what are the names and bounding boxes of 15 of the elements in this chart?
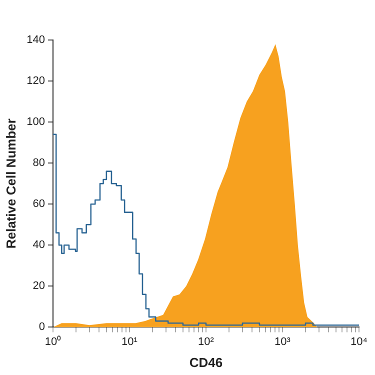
y-tick-label: 60 (32, 198, 45, 210)
y-tick-label: 100 (26, 116, 45, 128)
x-tick-label: 10³ (274, 336, 291, 348)
y-tick-label: 40 (32, 239, 45, 252)
y-tick-label: 20 (32, 280, 45, 292)
y-axis-title: Relative Cell Number (3, 118, 18, 249)
y-tick-label: 140 (26, 34, 45, 46)
x-tick-label: 10⁰ (44, 334, 62, 348)
x-axis-title: CD46 (189, 354, 223, 370)
x-tick-label: 10² (198, 336, 214, 348)
y-tick-label: 120 (26, 75, 45, 88)
y-tick-label: 0 (38, 321, 45, 334)
x-tick-label: 10⁴ (350, 336, 368, 348)
y-tick-label: 80 (32, 157, 45, 170)
x-tick-label: 10¹ (122, 336, 138, 348)
